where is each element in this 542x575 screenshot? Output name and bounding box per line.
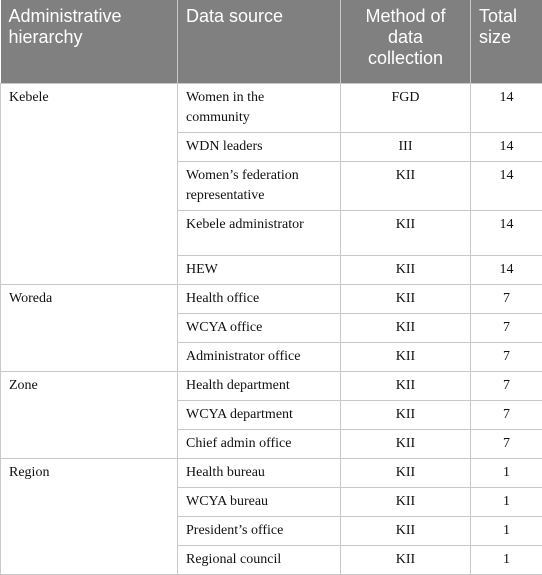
header-cell: Data source: [178, 0, 341, 84]
method-cell: KII: [341, 211, 471, 256]
size-cell: 7: [471, 343, 542, 372]
source-cell: WCYA bureau: [178, 488, 341, 517]
source-cell: Chief admin office: [178, 430, 341, 459]
size-cell: 1: [471, 488, 542, 517]
size-cell: 14: [471, 256, 542, 285]
method-cell: KII: [341, 162, 471, 211]
hierarchy-cell: Zone: [1, 372, 178, 459]
hierarchy-cell: Kebele: [1, 84, 178, 285]
size-cell: 1: [471, 459, 542, 488]
size-cell: 14: [471, 211, 542, 256]
hierarchy-cell: Region: [1, 459, 178, 575]
method-cell: KII: [341, 285, 471, 314]
size-cell: 14: [471, 133, 542, 162]
source-cell: WDN leaders: [178, 133, 341, 162]
source-cell: Regional council: [178, 546, 341, 575]
method-cell: KII: [341, 372, 471, 401]
size-cell: 14: [471, 162, 542, 211]
method-cell: III: [341, 133, 471, 162]
header-cell: Total size: [471, 0, 542, 84]
method-cell: KII: [341, 488, 471, 517]
method-cell: KII: [341, 430, 471, 459]
method-cell: FGD: [341, 84, 471, 133]
method-cell: KII: [341, 401, 471, 430]
size-cell: 1: [471, 546, 542, 575]
method-cell: KII: [341, 314, 471, 343]
size-cell: 14: [471, 84, 542, 133]
method-cell: KII: [341, 546, 471, 575]
size-cell: 7: [471, 314, 542, 343]
header-cell: Administrative hierarchy: [1, 0, 178, 84]
source-cell: HEW: [178, 256, 341, 285]
header-cell: Method of data collection: [341, 0, 471, 84]
source-cell: Women’s federation representative: [178, 162, 341, 211]
size-cell: 7: [471, 372, 542, 401]
source-cell: Health bureau: [178, 459, 341, 488]
source-cell: Women in the community: [178, 84, 341, 133]
method-cell: KII: [341, 459, 471, 488]
source-cell: Health office: [178, 285, 341, 314]
size-cell: 7: [471, 430, 542, 459]
source-cell: Kebele administrator: [178, 211, 341, 256]
source-cell: Health department: [178, 372, 341, 401]
source-cell: Administrator office: [178, 343, 341, 372]
page: {"table": { "header": ["Administrative h…: [0, 0, 542, 521]
size-cell: 7: [471, 285, 542, 314]
method-cell: KII: [341, 256, 471, 285]
source-cell: WCYA department: [178, 401, 341, 430]
size-cell: 7: [471, 401, 542, 430]
hierarchy-cell: Woreda: [1, 285, 178, 372]
source-cell: WCYA office: [178, 314, 341, 343]
method-cell: KII: [341, 343, 471, 372]
